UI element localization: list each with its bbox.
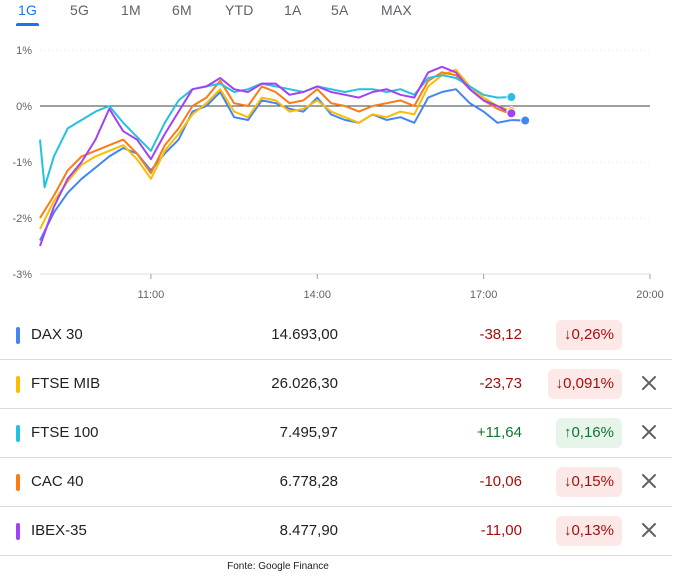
tab-5g[interactable]: 5G [70, 2, 90, 18]
y-tick-label: 0% [16, 101, 32, 113]
arrow-up-icon: ↑ [563, 424, 572, 441]
index-change: -23,73 [479, 375, 522, 392]
index-change: -11,00 [480, 522, 522, 539]
tab-1a[interactable]: 1A [284, 2, 302, 18]
series-line-cac-40 [39, 71, 512, 219]
index-change: -10,06 [479, 473, 522, 490]
series-line-ftse-mib [39, 68, 512, 230]
source-note: Fonte: Google Finance [227, 561, 329, 572]
percent-change: 0,26% [571, 326, 614, 343]
percent-change-badge: ↓0,15% [555, 467, 622, 497]
series-color-swatch [16, 474, 20, 491]
index-row[interactable]: FTSE MIB 26.026,30 -23,73 ↓0,091% [0, 360, 672, 409]
x-tick-label: 11:00 [138, 289, 165, 301]
y-tick-label: 1% [16, 45, 32, 57]
series-color-swatch [16, 376, 20, 393]
series-color-swatch [16, 327, 20, 344]
index-value: 8.477,90 [279, 522, 338, 539]
y-tick-label: -1% [12, 157, 32, 169]
index-name: CAC 40 [31, 473, 84, 490]
series-end-point [506, 108, 517, 119]
series-line-ibex-35 [39, 65, 512, 247]
index-change: -38,12 [479, 326, 522, 343]
x-tick-label: 14:00 [304, 289, 332, 301]
percent-change-badge: ↓0,26% [555, 320, 622, 350]
percent-change-badge: ↓0,13% [555, 516, 622, 546]
index-row[interactable]: FTSE 100 7.495,97 +11,64 ↑0,16% [0, 409, 672, 458]
series-end-point [520, 115, 531, 126]
y-tick-label: -2% [12, 213, 32, 225]
percent-change: 0,15% [571, 473, 614, 490]
tab-6m[interactable]: 6M [172, 2, 192, 18]
index-value: 14.693,00 [271, 326, 338, 343]
remove-index-close-icon[interactable] [640, 423, 658, 441]
percent-change-badge: ↑0,16% [555, 418, 622, 448]
series-end-point [506, 92, 517, 103]
arrow-down-icon: ↓ [555, 375, 564, 392]
tab-ytd[interactable]: YTD [225, 2, 254, 18]
arrow-down-icon: ↓ [563, 473, 572, 490]
price-chart: 1% 0% -1% -2% -3% 11:00 14:00 17:00 20:00 [12, 45, 664, 301]
remove-index-close-icon[interactable] [640, 472, 658, 490]
tab-5a[interactable]: 5A [331, 2, 349, 18]
tab-max[interactable]: MAX [381, 2, 412, 18]
index-name: FTSE 100 [31, 424, 99, 441]
percent-change: 0,091% [563, 375, 614, 392]
remove-index-close-icon[interactable] [640, 521, 658, 539]
series-color-swatch [16, 425, 20, 442]
series-line-ftse-100 [39, 74, 512, 189]
index-value: 26.026,30 [271, 375, 338, 392]
index-name: IBEX-35 [31, 522, 87, 539]
percent-change: 0,16% [571, 424, 614, 441]
percent-change: 0,13% [571, 522, 614, 539]
index-name: FTSE MIB [31, 375, 101, 392]
series-color-swatch [16, 523, 20, 540]
arrow-down-icon: ↓ [563, 326, 572, 343]
index-value: 6.778,28 [279, 473, 338, 490]
remove-index-close-icon[interactable] [640, 374, 658, 392]
tab-1m[interactable]: 1M [121, 2, 141, 18]
tab-1g[interactable]: 1G [15, 2, 40, 26]
arrow-down-icon: ↓ [563, 522, 572, 539]
index-row[interactable]: DAX 30 14.693,00 -38,12 ↓0,26% [0, 311, 672, 360]
index-name: DAX 30 [31, 326, 83, 343]
range-tabs: 1G 5G 1M 6M YTD 1A 5A MAX [0, 0, 684, 26]
index-value: 7.495,97 [279, 424, 338, 441]
percent-change-badge: ↓0,091% [547, 369, 622, 399]
x-tick-label: 20:00 [636, 289, 664, 301]
index-row[interactable]: CAC 40 6.778,28 -10,06 ↓0,15% [0, 458, 672, 507]
index-row[interactable]: IBEX-35 8.477,90 -11,00 ↓0,13% [0, 507, 672, 556]
y-tick-label: -3% [12, 269, 32, 281]
index-change: +11,64 [476, 424, 522, 441]
x-tick-label: 17:00 [470, 289, 498, 301]
